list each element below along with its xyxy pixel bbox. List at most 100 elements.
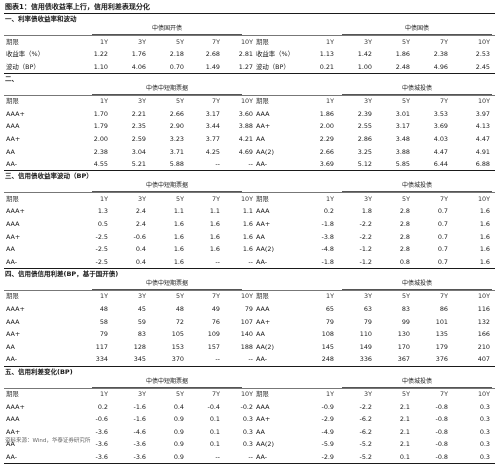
row-label: AAA+ [6,207,25,216]
table-cell: 2.1 [399,402,410,411]
table-cell: 0.1 [209,427,220,436]
column-header: 7Y [212,390,220,399]
column-header: 7Y [212,37,220,46]
table-cell: 1.6 [479,232,490,241]
table-cell: 2.1 [399,415,410,424]
table-cell: 0.7 [437,257,448,266]
table-cell: -- [248,257,253,266]
column-header: 3Y [364,292,372,301]
table-cell: 2.68 [205,50,220,59]
row-label: AAA+ [6,305,25,314]
table-cell: -0.6 [133,232,146,241]
row-label: AAA [256,207,270,216]
table-cell: 45 [137,305,146,314]
table-row: AAA -0.6 -1.6 0.9 0.1 0.3 AA+ -2.9 -6.2 2.1 -0.8 0.… [4,413,495,425]
table-bottom-rule [4,170,495,172]
table-cell: 1.6 [479,220,490,229]
column-header: 7Y [440,97,448,106]
table-cell: -5.2 [359,453,372,462]
table-cell: 0.7 [437,220,448,229]
table-cell: 3.48 [395,135,410,144]
table-cell: 1.76 [131,50,146,59]
table-row: AAA+ 1.70 2.21 2.66 3.17 3.60 AAA 1.86 2.39 3.01 3… [4,108,495,120]
section-heading: 一、利率债收益率和波动 [5,15,77,23]
column-header: 10Y [240,292,253,301]
table-cell: 166 [477,330,490,339]
column-header: 5Y [176,194,184,203]
row-label: 波动（BP） [256,62,290,71]
table-cell: 2.1 [399,427,410,436]
table-bottom-rule [4,72,495,74]
section-heading: 四、信用债信用利差(BP，基于国开债) [5,269,119,278]
table-row: 收益率（%） 1.22 1.76 2.18 2.68 2.81 收益率（%） 1.13 1.42… [4,48,495,60]
column-header: 3Y [364,390,372,399]
table-cell: 2.4 [135,220,146,229]
row-label: AA+ [256,122,271,131]
table-cell: 3.23 [169,135,184,144]
column-header: 期限 [6,292,19,301]
table-cell: -0.8 [435,427,448,436]
table-cell: 1.00 [357,62,372,71]
table-cell: 1.6 [209,245,220,254]
table-cell: 79 [99,330,108,339]
column-header: 10Y [240,194,253,203]
table-cell: 2.59 [131,135,146,144]
table-cell: 116 [477,305,490,314]
table-row: AA 117 128 153 157 188 AA(2) 145 149 170 179 210 [4,341,495,353]
row-label: AA- [6,355,18,364]
column-header: 7Y [212,292,220,301]
row-label: AAA [6,122,20,131]
table-cell: -3.6 [95,440,108,449]
table-top-rule [4,387,495,389]
table-cell: 0.9 [173,440,184,449]
table-cell: 2.8 [399,207,410,216]
table-cell: -- [215,160,220,169]
table-cell: 48 [99,305,108,314]
left-group-label: 中债国开债 [151,25,182,32]
table-cell: 2.39 [357,109,372,118]
table-cell: 0.3 [242,440,253,449]
column-header: 1Y [100,37,108,46]
table-cell: 0.7 [437,232,448,241]
group-underline [92,288,242,290]
table-cell: 130 [397,330,410,339]
group-underline [92,386,242,388]
section-table: 中债中短期票据 中债城投债 期限 1Y 3Y 5Y 7Y 10Y 期限 1Y 3Y 5Y 7Y 10Y AA… [4,181,495,269]
table-cell: 145 [321,342,334,351]
table-cell: -6.2 [359,415,372,424]
column-header: 7Y [212,97,220,106]
table-cell: -1.2 [359,257,372,266]
table-cell: 1.3 [97,207,108,216]
row-label: AAA [256,109,270,118]
table-row: AA 2.38 3.04 3.71 4.25 4.69 AA(2) 2.66 3.25 3.88 4… [4,146,495,158]
table-cell: 3.88 [395,147,410,156]
row-label: AA- [256,257,268,266]
table-cell: 2.1 [399,440,410,449]
group-underline [92,34,242,35]
table-cell: 149 [359,342,372,351]
table-cell: 0.3 [242,427,253,436]
table-top-rule [4,94,495,96]
table-row: AA- 4.55 5.21 5.88 -- -- AA- 3.69 5.12 5.85 6.44 6.… [4,158,495,170]
row-label: AA [256,427,265,436]
row-label: AAA [6,220,20,229]
table-cell: 3.69 [433,122,448,131]
table-row: AAA 0.5 2.4 1.6 1.6 1.6 AA+ -1.8 -2.2 2.8 0.7 1.6 [4,218,495,230]
table-cell: 376 [435,355,448,364]
table-cell: 1.49 [205,62,220,71]
row-label: AAA [6,317,20,326]
table-cell: 210 [477,342,490,351]
row-label: 收益率（%） [6,50,45,59]
column-header: 7Y [440,37,448,46]
table-cell: 2.8 [399,220,410,229]
table-cell: -4.9 [321,427,334,436]
table-cell: 0.5 [97,220,108,229]
table-cell: 1.1 [173,207,184,216]
table-cell: 5.21 [131,160,146,169]
table-cell: 110 [359,330,372,339]
table-cell: 79 [363,317,372,326]
table-cell: 0.3 [479,427,490,436]
row-label: AA(2) [256,342,274,351]
table-cell: 1.6 [479,245,490,254]
table-cell: 1.10 [93,62,108,71]
